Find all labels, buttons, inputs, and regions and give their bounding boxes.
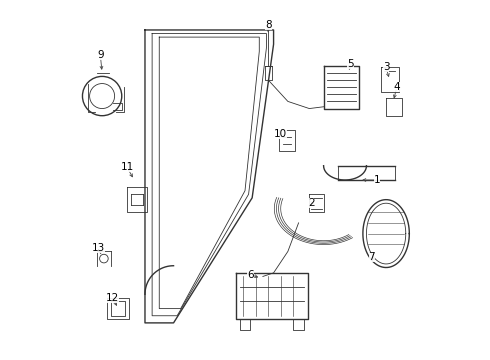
Text: 5: 5 (347, 59, 354, 69)
Text: 2: 2 (308, 198, 315, 208)
Text: 12: 12 (106, 293, 120, 303)
Text: 3: 3 (383, 63, 390, 72)
Text: 6: 6 (247, 270, 254, 280)
Text: 9: 9 (97, 50, 104, 60)
Text: 8: 8 (265, 19, 271, 30)
Text: 10: 10 (274, 129, 287, 139)
Text: 1: 1 (374, 175, 380, 185)
Text: 4: 4 (393, 82, 400, 92)
Text: 7: 7 (368, 252, 375, 262)
Text: 13: 13 (92, 243, 105, 253)
Text: 11: 11 (121, 162, 134, 172)
